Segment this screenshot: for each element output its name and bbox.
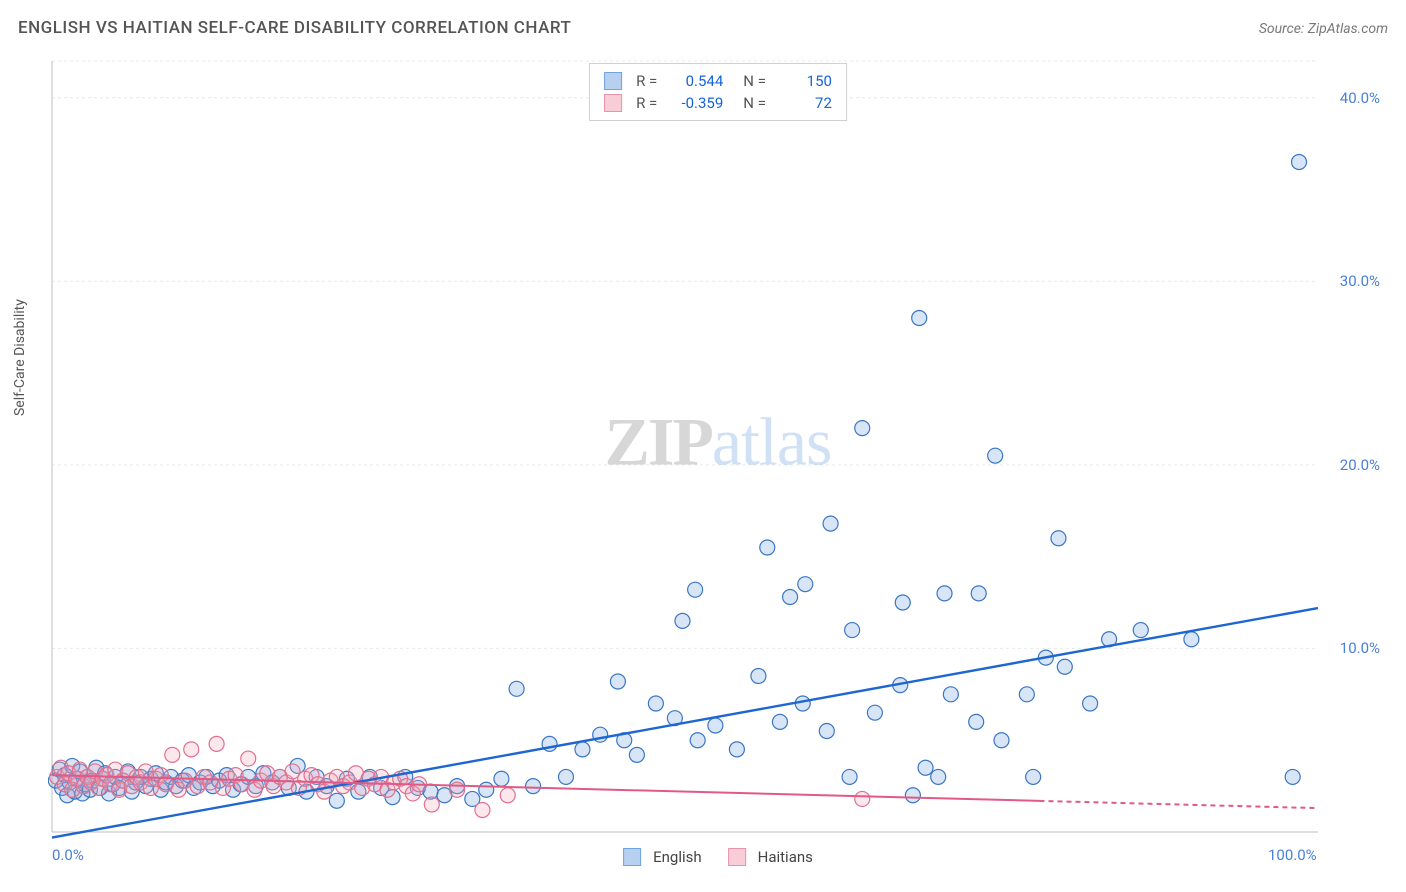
swatch-haitians-bottom [728,848,746,866]
legend-row-haitians: R = -0.359 N = 72 [604,92,832,114]
chart-title: ENGLISH VS HAITIAN SELF-CARE DISABILITY … [18,18,571,38]
x-tick-label: 0.0% [52,846,84,864]
n-value-haitians: 72 [780,92,832,114]
series-legend: English Haitians [623,848,813,866]
swatch-english-bottom [623,848,641,866]
source-attribution: Source: ZipAtlas.com [1259,21,1388,37]
r-value-haitians: -0.359 [671,92,723,114]
legend-label-english: English [653,848,702,866]
r-value-english: 0.544 [671,70,723,92]
swatch-haitians [604,94,622,112]
legend-item-haitians: Haitians [728,848,813,866]
chart-area: ZIPatlas R = 0.544 N = 150 R = -0.359 N … [48,55,1388,862]
y-tick-label: 30.0% [1340,272,1380,290]
y-axis-label: Self-Care Disability [12,299,28,416]
legend-label-haitians: Haitians [758,848,813,866]
y-tick-label: 40.0% [1340,89,1380,107]
x-tick-label: 100.0% [1268,846,1317,864]
correlation-legend: R = 0.544 N = 150 R = -0.359 N = 72 [589,63,847,121]
y-tick-label: 20.0% [1340,456,1380,474]
swatch-english [604,72,622,90]
legend-item-english: English [623,848,702,866]
legend-row-english: R = 0.544 N = 150 [604,70,832,92]
y-tick-label: 10.0% [1340,639,1380,657]
n-value-english: 150 [780,70,832,92]
scatter-plot [48,55,1388,862]
